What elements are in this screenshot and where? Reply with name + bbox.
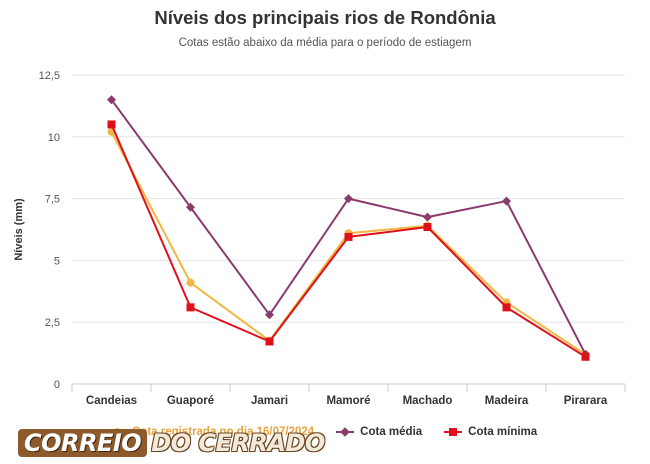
data-point [107,120,116,129]
data-point [344,232,353,241]
y-tick-label: 7,5 [45,194,60,206]
x-tick-label: Guaporé [167,395,214,407]
y-tick-label: 5 [54,255,60,267]
data-point [265,310,274,320]
data-point [186,303,195,312]
series-1 [107,95,590,359]
chart-title: Níveis dos principais rios de Rondônia [154,7,496,28]
data-point [423,212,432,222]
legend-swatch-diamond-icon [336,427,355,437]
x-tick-label: Machado [403,395,453,407]
y-tick-label: 2,5 [45,317,60,329]
x-tick-label: Candeias [86,395,137,407]
series-line [110,131,587,356]
y-tick-label: 0 [54,379,60,391]
y-tick-label: 10 [48,132,60,144]
data-point [502,196,511,206]
x-tick-label: Jamari [251,395,288,407]
watermark-logo: CORREIO DO CERRADO [18,428,325,458]
legend-label: Cota mínima [468,426,538,438]
legend-label: Cota média [360,426,423,438]
data-point [186,202,195,212]
y-axis-title: Níveis (mm) [13,198,25,261]
chart-subtitle: Cotas estão abaixo da média para o perío… [178,37,472,49]
legend-swatch-square-icon [444,427,463,437]
series-0 [107,127,590,359]
x-tick-label: Mamoré [326,395,370,407]
series-layer [107,95,590,361]
axes: 0 2,5 5 7,5 10 12,5 Candeias Guaporé Jamari Mamor… [39,70,626,407]
x-tick-label: Pirarara [564,395,608,407]
data-point [423,223,432,232]
data-point [186,278,195,287]
watermark-part-1: CORREIO [18,429,148,457]
data-point [581,352,590,361]
y-tick-label: 12,5 [39,70,60,82]
data-point [344,194,353,204]
data-point [265,337,274,346]
series-line [110,99,587,355]
watermark-part-2: DO CERRADO [151,429,325,457]
legend-item-cota-minima[interactable]: Cota mínima [444,426,537,438]
data-point [107,95,116,105]
series-2 [107,120,590,361]
legend-item-cota-media[interactable]: Cota média [336,426,422,438]
data-point [502,303,511,312]
x-tick-label: Madeira [485,395,529,407]
legend-label: Cota registrada no dia 16/07/2024 [132,426,315,438]
